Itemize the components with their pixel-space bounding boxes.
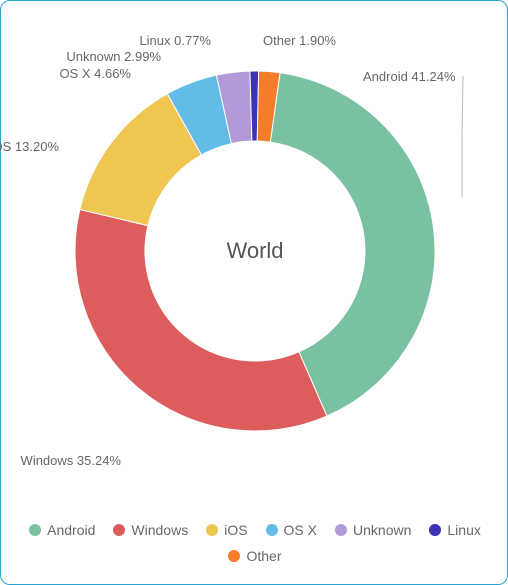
legend-row: Other (1, 548, 508, 564)
legend: Android Windows iOS OS X Unknown Linux Other (1, 522, 508, 574)
legend-item-linux[interactable]: Linux (429, 522, 480, 538)
pointer-android (462, 76, 463, 197)
legend-dot-icon (29, 524, 41, 536)
donut-svg (1, 1, 508, 501)
legend-item-unknown[interactable]: Unknown (335, 522, 411, 538)
chart-card: World Android 41.24%Windows 35.24%iOS 13… (0, 0, 508, 585)
donut-chart: World Android 41.24%Windows 35.24%iOS 13… (1, 1, 508, 501)
slice-windows[interactable] (75, 210, 327, 431)
legend-label: Windows (131, 522, 188, 538)
legend-label: Android (47, 522, 95, 538)
legend-dot-icon (228, 550, 240, 562)
legend-item-android[interactable]: Android (29, 522, 95, 538)
legend-dot-icon (335, 524, 347, 536)
legend-dot-icon (429, 524, 441, 536)
legend-item-windows[interactable]: Windows (113, 522, 188, 538)
legend-dot-icon (206, 524, 218, 536)
legend-label: Other (246, 548, 281, 564)
legend-dot-icon (113, 524, 125, 536)
legend-label: iOS (224, 522, 247, 538)
legend-item-ios[interactable]: iOS (206, 522, 247, 538)
legend-item-os-x[interactable]: OS X (266, 522, 317, 538)
legend-label: OS X (284, 522, 317, 538)
legend-dot-icon (266, 524, 278, 536)
legend-row: Android Windows iOS OS X Unknown Linux (1, 522, 508, 538)
legend-item-other[interactable]: Other (228, 548, 281, 564)
legend-label: Linux (447, 522, 480, 538)
legend-label: Unknown (353, 522, 411, 538)
